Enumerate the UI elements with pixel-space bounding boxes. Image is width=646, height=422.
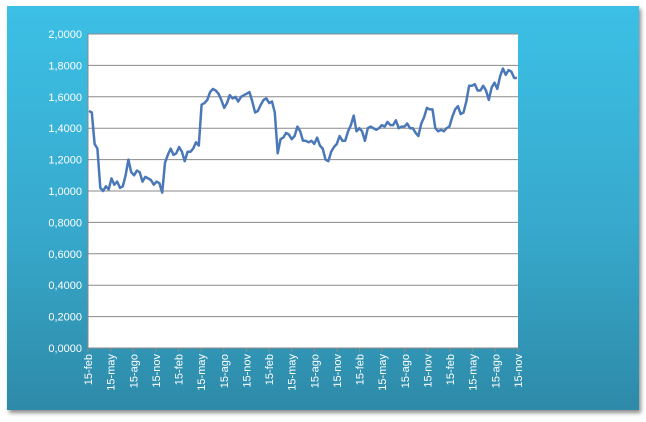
y-tick-label: 0,4000 [48,280,82,292]
x-tick-label: 15-ago [128,354,140,388]
x-tick-label: 15-nov [332,354,344,388]
y-tick-label: 1,0000 [48,186,82,198]
y-tick-label: 1,2000 [48,155,82,167]
y-tick-label: 1,4000 [48,123,82,135]
y-tick-label: 2,0000 [48,29,82,41]
y-tick-label: 0,8000 [48,217,82,229]
x-tick-label: 15-may [287,354,299,391]
y-tick-label: 0,2000 [48,312,82,324]
x-tick-label: 15-ago [219,354,231,388]
x-tick-label: 15-feb [174,354,186,385]
x-tick-label: 15-nov [513,354,525,388]
y-tick-label: 1,8000 [48,60,82,72]
x-tick-label: 15-ago [400,354,412,388]
x-tick-label: 15-may [196,354,208,391]
x-tick-label: 15-may [468,354,480,391]
y-tick-label: 0,6000 [48,249,82,261]
x-tick-label: 15-feb [83,354,95,385]
x-tick-label: 15-nov [422,354,434,388]
y-tick-label: 0,0000 [48,343,82,355]
x-tick-label: 15-feb [264,354,276,385]
x-tick-label: 15-nov [151,354,163,388]
x-tick-label: 15-may [377,354,389,391]
x-tick-label: 15-may [106,354,118,391]
x-tick-label: 15-feb [445,354,457,385]
x-tick-label: 15-nov [241,354,253,388]
x-tick-label: 15-ago [309,354,321,388]
series-line [88,67,517,194]
x-tick-label: 15-feb [355,354,367,385]
y-tick-label: 1,6000 [48,92,82,104]
x-tick-label: 15-ago [490,354,502,388]
